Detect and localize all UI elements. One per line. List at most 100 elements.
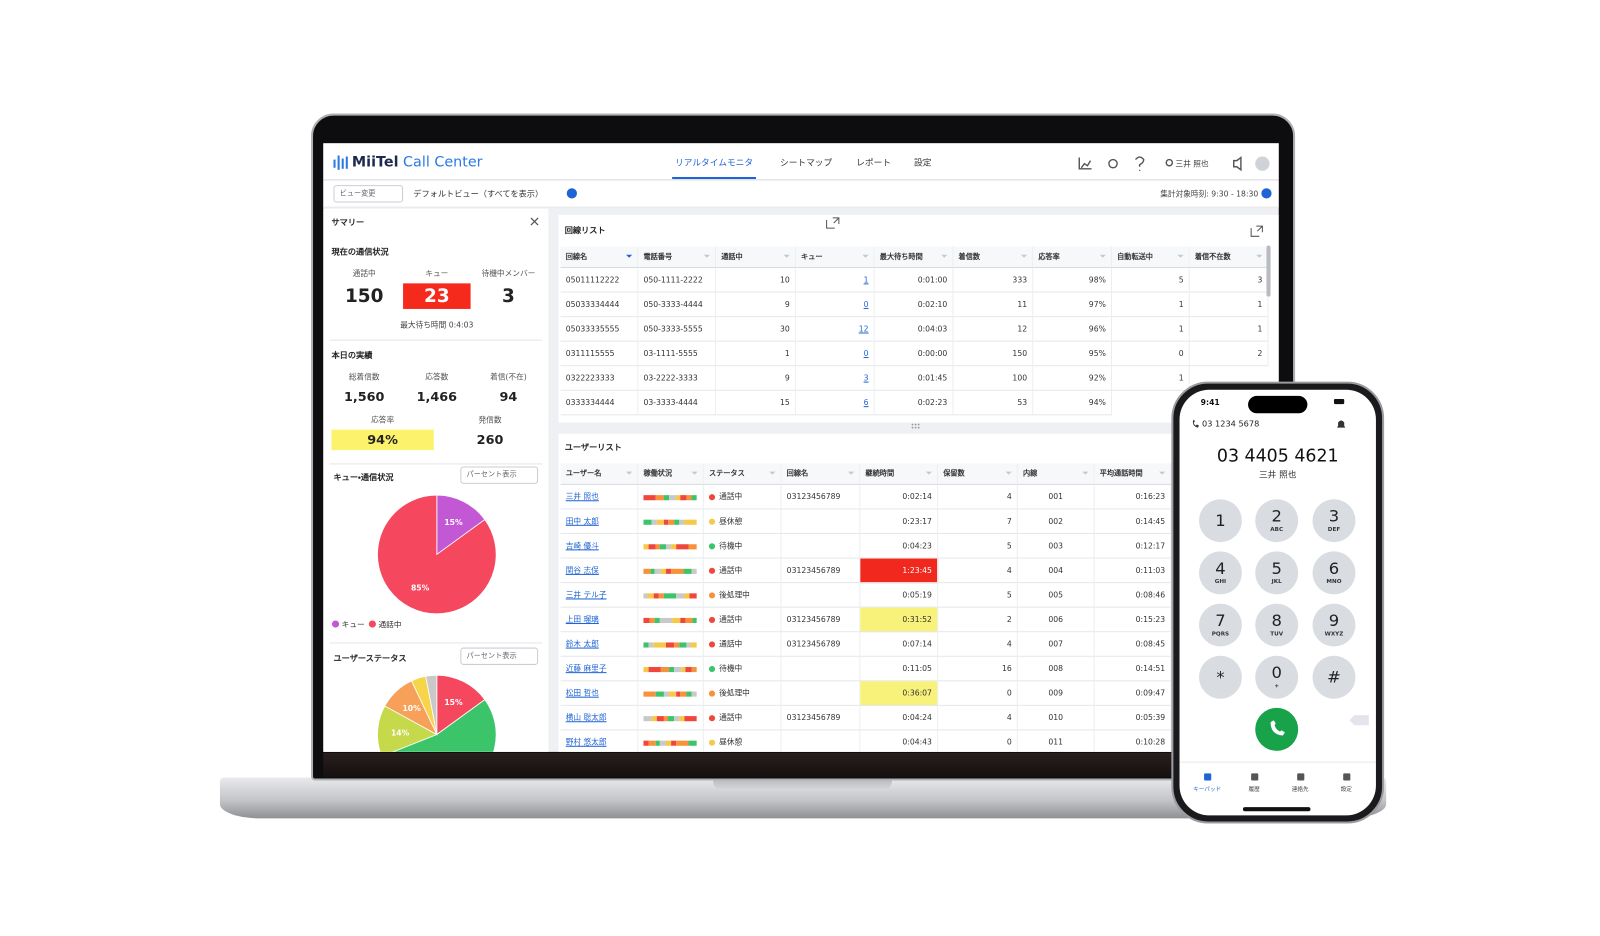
caller-line[interactable]: 03 1234 5678 [1202,419,1260,429]
mode-select[interactable]: パーセント表示 [460,466,539,484]
user-name-link[interactable]: 吉崎 優斗 [560,534,639,559]
activity-segment [651,716,657,722]
activity-segment [663,691,670,697]
delete-key[interactable] [1349,715,1369,726]
nav-tab[interactable]: シートマップ [780,158,833,169]
activity-segment [688,544,697,550]
sort-icon[interactable] [769,471,776,478]
activity-segment [659,740,666,746]
sort-icon[interactable] [848,471,855,478]
queue-link[interactable]: 6 [795,390,875,416]
sort-icon[interactable] [1256,254,1263,261]
activity-segment [686,691,692,697]
dial-key[interactable]: * [1198,655,1242,699]
table-cell: 0:11:03 [1094,558,1172,584]
table-cell: 010 [1017,705,1095,731]
activity-cell [638,583,704,608]
column-header[interactable]: 平均通話時間 [1094,463,1172,485]
column-header[interactable]: 着信不在数 [1189,246,1269,269]
sort-icon[interactable] [925,471,932,478]
sort-icon[interactable] [626,254,633,261]
dial-key[interactable]: 3 DEF [1312,499,1356,543]
nav-tab[interactable]: 設定 [914,158,932,169]
tab-label[interactable]: 連絡先 [1291,786,1309,793]
sort-icon[interactable] [783,254,790,261]
table-cell: 5 [938,534,1018,559]
queue-link[interactable]: 0 [795,341,875,367]
sort-icon[interactable] [703,254,710,261]
sort-icon[interactable] [1020,254,1028,261]
user-name-link[interactable]: 田中 太郎 [560,509,639,535]
user-name[interactable]: 三井 照也 [1175,159,1209,169]
sort-icon[interactable] [691,471,698,478]
user-name-link[interactable]: 近藤 麻里子 [560,656,639,682]
column-header[interactable]: 応答率 [1033,246,1113,269]
queue-link[interactable]: 1 [795,268,875,293]
dial-key[interactable]: 4 GHI [1198,551,1242,595]
dial-key[interactable]: 0 + [1255,655,1299,699]
column-header[interactable]: ステータス [703,463,782,485]
activity-segment [665,642,675,648]
dial-key[interactable]: 1 [1198,499,1242,543]
nav-tab[interactable]: リアルタイムモニタ [675,158,754,169]
sort-icon[interactable] [862,254,869,261]
sort-icon[interactable] [1082,471,1089,478]
table-cell: 03-1111-5555 [638,341,717,367]
column-header[interactable]: 継続時間 [860,463,939,485]
table-cell: 011 [1018,730,1095,752]
column-header[interactable]: 通話中 [716,246,796,269]
user-name-link[interactable]: 三井 照也 [560,484,639,510]
sort-icon[interactable] [941,254,948,261]
dial-key[interactable]: 7 PQRS [1198,603,1242,647]
tab-icon [1297,773,1305,781]
column-header[interactable]: ユーザー名 [560,463,639,485]
user-name-link[interactable]: 上田 瑠璃 [560,607,639,633]
stat-label: 総着信数 [348,372,380,382]
dial-key[interactable]: 2 ABC [1255,499,1299,543]
key-digit: 7 [1215,610,1226,631]
tab-label[interactable]: キーパッド [1193,786,1222,793]
column-header[interactable]: 自動転送中 [1112,246,1190,269]
stat-highlight [403,283,471,309]
user-name-link[interactable]: 松田 哲也 [560,681,639,706]
activity-segment [658,593,664,599]
column-header[interactable]: 着信数 [953,246,1034,269]
nav-tab[interactable]: レポート [856,158,892,169]
queue-link[interactable]: 0 [795,292,875,318]
dial-key[interactable]: 5 JKL [1255,551,1299,595]
column-header[interactable]: 電話番号 [638,246,717,269]
dial-key[interactable]: 6 MNO [1312,551,1356,595]
tab-label[interactable]: 履歴 [1248,786,1260,793]
user-name-link[interactable]: 野村 悠太郎 [561,730,639,752]
column-header[interactable]: 保留数 [938,463,1018,485]
dial-key[interactable]: # [1312,655,1356,699]
queue-link[interactable]: 3 [795,366,875,391]
user-name-link[interactable]: 横山 聡太郎 [560,705,639,731]
sort-icon[interactable] [1159,471,1166,478]
activity-segment [665,568,672,574]
mode-select[interactable]: パーセント表示 [460,647,539,665]
column-header[interactable]: 内線 [1017,463,1095,485]
queue-link[interactable]: 12 [795,317,875,342]
phone: 9:41 03 1234 5678 03 4405 4621 三井 照也 1 2 ABC 3 D… [1171,381,1385,824]
column-header[interactable]: 最大待ち時間 [874,246,954,269]
sort-icon[interactable] [626,471,633,478]
status-cell: 通話中 [703,484,782,510]
sort-icon[interactable] [1177,254,1184,261]
user-name-link[interactable]: 関谷 志保 [560,558,639,584]
tab-label[interactable]: 設定 [1340,786,1352,793]
stat-value: 3 [502,285,515,307]
view-button[interactable]: ビュー変更 [333,185,404,203]
column-header[interactable]: キュー [795,246,875,269]
sort-icon[interactable] [1099,254,1106,261]
column-header[interactable]: 回線名 [781,463,861,485]
column-header[interactable]: 回線名 [560,246,639,269]
status-cell: 通話中 [703,607,782,633]
user-name-link[interactable]: 三井 テル子 [560,583,639,608]
sort-icon[interactable] [1005,471,1012,478]
dial-key[interactable]: 9 WXYZ [1312,603,1356,647]
column-header[interactable]: 稼働状況 [638,463,704,485]
key-digit: 1 [1215,510,1226,530]
dial-key[interactable]: 8 TUV [1255,603,1299,647]
user-name-link[interactable]: 鈴木 太郎 [560,632,639,657]
